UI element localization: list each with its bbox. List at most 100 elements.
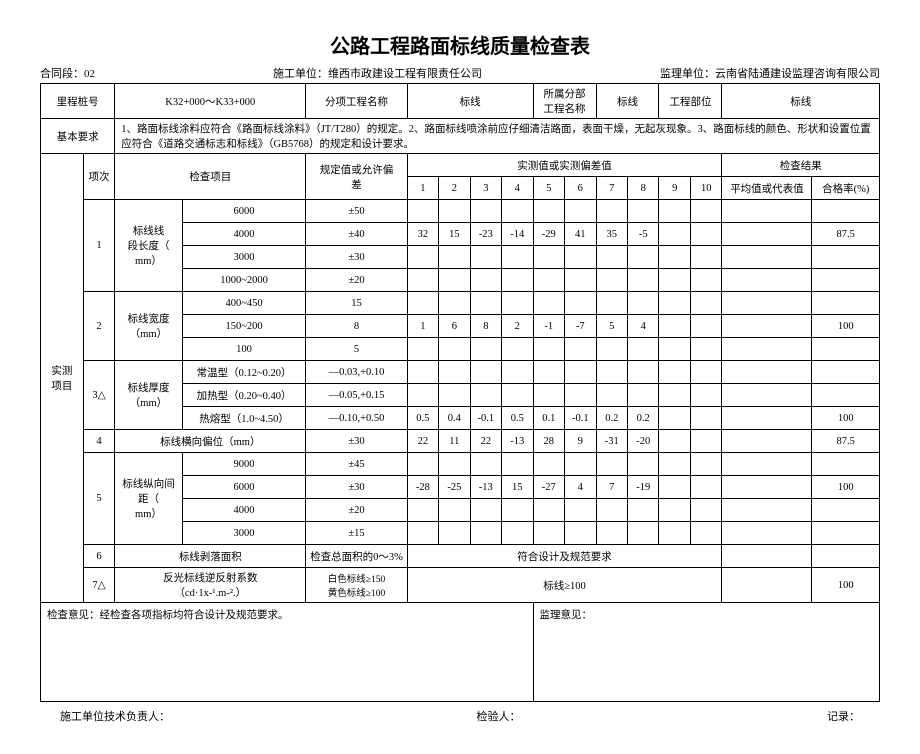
cell [502,499,533,522]
cell [690,430,721,453]
col-4: 4 [502,177,533,200]
cell: -23 [470,223,501,246]
cell: 0.4 [439,407,470,430]
basic-label: 基本要求 [41,119,115,154]
cell [722,269,812,292]
cell [659,292,690,315]
cell [659,476,690,499]
meta-row: 合同段：02 施工单位：维西市政建设工程有限责任公司 监理单位：云南省陆通建设监… [40,65,880,81]
cell [659,384,690,407]
cell [722,476,812,499]
cell [628,200,659,223]
cell [659,430,690,453]
cell [690,361,721,384]
cell: -25 [439,476,470,499]
cell [690,522,721,545]
cell [596,269,627,292]
cell: 3△ [83,361,114,430]
cell [439,269,470,292]
cell [407,522,438,545]
cell [407,361,438,384]
cell [812,246,880,269]
supervise-label: 监理单位： [660,68,715,80]
cell [722,499,812,522]
cell [533,246,564,269]
cell: -13 [502,430,533,453]
cell [407,292,438,315]
cell: 加热型（0.20~0.40） [182,384,306,407]
cell [533,292,564,315]
cell: 6000 [182,200,306,223]
cell [407,269,438,292]
cell [812,499,880,522]
cell [628,499,659,522]
table-row: 4 标线横向偏位（mm） ±30 221122-13289-31-20 87.5 [41,430,880,453]
cell: 5 [83,453,114,545]
cell: 8 [470,315,501,338]
cell: 标线≥100 [407,568,722,603]
cell [439,453,470,476]
cell: ±20 [306,269,407,292]
cell: 标线厚度 （mm） [115,361,182,430]
cell: 3000 [182,246,306,269]
construct-label: 施工单位： [273,68,328,80]
cell [439,361,470,384]
main-table: 里程桩号 K32+000～K33+000 分项工程名称 标线 所属分部 工程名称… [40,83,880,702]
cell [470,499,501,522]
cell: 标线横向偏位（mm） [115,430,306,453]
cell: ±20 [306,499,407,522]
table-row: 3△ 标线厚度 （mm） 常温型（0.12~0.20）—0.03,+0.10 [41,361,880,384]
cell [812,453,880,476]
cell: 11 [439,430,470,453]
cell [722,223,812,246]
cell: -0.1 [565,407,596,430]
footer-right: 记录： [827,708,860,724]
cell [722,430,812,453]
cell: 3000 [182,522,306,545]
cell [812,200,880,223]
measured-label: 实测值或实测偏差值 [407,154,722,177]
cell [502,246,533,269]
cell: 标线宽度 （mm） [115,292,182,361]
cell [659,522,690,545]
table-row: 6 标线剥落面积 检查总面积的0～3% 符合设计及规范要求 [41,545,880,568]
cell: 4000 [182,499,306,522]
cell [470,361,501,384]
table-row: 1 标线线 段长度（ mm） 6000 ±50 [41,200,880,223]
cell: —0.10,+0.50 [306,407,407,430]
cell: 0.2 [596,407,627,430]
col-7: 7 [596,177,627,200]
cell [596,246,627,269]
cell [596,292,627,315]
cell [565,361,596,384]
construct-value: 维西市政建设工程有限责任公司 [328,68,482,80]
cell [565,384,596,407]
cell [690,407,721,430]
cell: 0.2 [628,407,659,430]
cell: 反光标线逆反射系数 （cd·1x‐¹.m‐².） [115,568,306,603]
table-row: 7△ 反光标线逆反射系数 （cd·1x‐¹.m‐².） 白色标线≥150 黄色标… [41,568,880,603]
cell [407,246,438,269]
cell [659,407,690,430]
cell [722,568,812,603]
comments-row: 检查意见：经检查各项指标均符合设计及规范要求。 监理意见： [41,603,880,702]
cell: -28 [407,476,438,499]
cell [690,499,721,522]
col-6: 6 [565,177,596,200]
cell [533,269,564,292]
cell: ±30 [306,476,407,499]
cell [502,338,533,361]
cell [722,453,812,476]
cell: -31 [596,430,627,453]
cell [628,522,659,545]
table-row: 5 标线纵向间距（ mm） 9000±45 [41,453,880,476]
cell: 15 [502,476,533,499]
cell: 22 [470,430,501,453]
cell [690,338,721,361]
cell [533,453,564,476]
cell: -7 [565,315,596,338]
cell [812,269,880,292]
table-row: 2 标线宽度 （mm） 400~45015 [41,292,880,315]
cell: 87.5 [812,430,880,453]
cell: 标线纵向间距（ mm） [115,453,182,545]
